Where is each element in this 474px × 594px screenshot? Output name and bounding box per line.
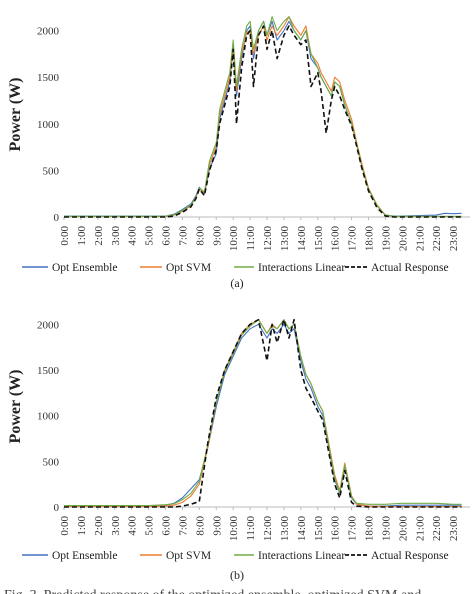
x-tick-label: 3:00 xyxy=(110,226,122,246)
series-line-interactions-linear xyxy=(64,319,462,507)
x-tick-label: 21:00 xyxy=(414,226,426,252)
x-tick-label: 1:00 xyxy=(76,226,88,246)
legend-entry: Interactions Linear xyxy=(258,550,345,562)
legend-entry: Actual Response xyxy=(371,262,449,274)
legend-entry: Opt SVM xyxy=(166,262,211,274)
x-tick-label: 1:00 xyxy=(76,516,88,536)
x-tick-label: 18:00 xyxy=(364,226,376,252)
series-line-actual-response xyxy=(64,318,462,508)
x-tick-label: 20:00 xyxy=(397,516,409,542)
x-tick-label: 11:00 xyxy=(245,226,257,251)
x-tick-label: 22:00 xyxy=(431,516,443,542)
legend: Opt Ensemble Opt SVM Interactions Linear Ac… xyxy=(22,262,449,274)
x-tick-label: 16:00 xyxy=(330,226,342,252)
x-tick-label: 13:00 xyxy=(279,226,291,252)
x-tick-label: 10:00 xyxy=(228,516,240,542)
x-tick-label: 23:00 xyxy=(448,226,460,252)
x-tick-label: 15:00 xyxy=(313,226,325,252)
x-tick-label: 8:00 xyxy=(194,226,206,246)
y-axis-label: Power (W) xyxy=(7,370,24,444)
legend-entry: Opt Ensemble xyxy=(52,550,117,562)
y-tick-label: 1000 xyxy=(37,411,60,423)
x-tick-label: 17:00 xyxy=(347,516,359,542)
x-tick-label: 6:00 xyxy=(161,226,173,246)
x-tick-label: 5:00 xyxy=(144,516,156,536)
x-tick-label: 7:00 xyxy=(177,226,189,246)
y-tick-label: 1000 xyxy=(37,119,60,131)
x-tick-label: 18:00 xyxy=(364,516,376,542)
x-tick-label: 3:00 xyxy=(110,516,122,536)
x-tick-label: 9:00 xyxy=(211,516,223,536)
y-tick-label: 500 xyxy=(43,165,60,177)
legend-entry: Opt Ensemble xyxy=(52,262,117,274)
x-tick-label: 2:00 xyxy=(93,226,105,246)
x-tick-label: 4:00 xyxy=(127,226,139,246)
x-tick-label: 4:00 xyxy=(127,516,139,536)
x-tick-label: 14:00 xyxy=(296,516,308,542)
chart-panel-2: 0 500 1000 1500 2000 0:00 1:00 2:00 3:00 4:00 5:00… xyxy=(7,318,470,582)
series-line-interactions-linear xyxy=(64,16,462,217)
figure-caption: Fig. 3. Predicted response of the optimi… xyxy=(4,588,421,594)
y-axis-label: Power (W) xyxy=(7,78,24,152)
x-tick-label: 12:00 xyxy=(262,226,274,252)
x-tick-label: 6:00 xyxy=(161,516,173,536)
panel-label: (b) xyxy=(230,568,244,582)
x-tick-label: 21:00 xyxy=(414,516,426,542)
x-tick-label: 5:00 xyxy=(144,226,156,246)
x-tick-label: 19:00 xyxy=(380,516,392,542)
y-tick-label: 0 xyxy=(54,212,60,224)
x-tick-label: 19:00 xyxy=(380,226,392,252)
x-tick-label: 2:00 xyxy=(93,516,105,536)
x-tick-label: 7:00 xyxy=(177,516,189,536)
series-line-actual-response xyxy=(64,25,462,218)
y-tick-label: 500 xyxy=(43,456,60,468)
panel-label: (a) xyxy=(230,276,243,290)
x-tick-label: 11:00 xyxy=(245,516,257,541)
x-tick-label: 14:00 xyxy=(296,226,308,252)
x-tick-label: 16:00 xyxy=(330,516,342,542)
x-tick-label: 0:00 xyxy=(59,516,71,536)
chart-panel-1: 0 500 1000 1500 2000 0:00 1:00 2:00 3:00 4:00 5:00… xyxy=(7,16,470,290)
series-line-opt-ensemble xyxy=(64,323,462,507)
legend-entry: Opt SVM xyxy=(166,550,211,562)
x-tick-label: 9:00 xyxy=(211,226,223,246)
x-tick-label: 15:00 xyxy=(313,516,325,542)
x-tick-label: 23:00 xyxy=(448,516,460,542)
x-tick-label: 13:00 xyxy=(279,516,291,542)
y-tick-label: 0 xyxy=(54,502,60,514)
series-line-opt-ensemble xyxy=(64,20,462,217)
legend-entry: Actual Response xyxy=(371,550,449,562)
y-tick-label: 1500 xyxy=(37,365,60,377)
series-line-opt-svm xyxy=(64,16,462,218)
x-tick-label: 8:00 xyxy=(194,516,206,536)
series-line-opt-svm xyxy=(64,319,462,508)
legend-entry: Interactions Linear xyxy=(258,262,345,274)
x-tick-label: 22:00 xyxy=(431,226,443,252)
x-tick-label: 10:00 xyxy=(228,226,240,252)
y-tick-label: 2000 xyxy=(37,26,60,38)
x-tick-label: 17:00 xyxy=(347,226,359,252)
x-tick-label: 0:00 xyxy=(59,226,71,246)
x-tick-label: 12:00 xyxy=(262,516,274,542)
legend: Opt Ensemble Opt SVM Interactions Linear Ac… xyxy=(22,550,449,562)
y-tick-label: 1500 xyxy=(37,72,60,84)
y-tick-label: 2000 xyxy=(37,319,60,331)
x-tick-label: 20:00 xyxy=(397,226,409,252)
